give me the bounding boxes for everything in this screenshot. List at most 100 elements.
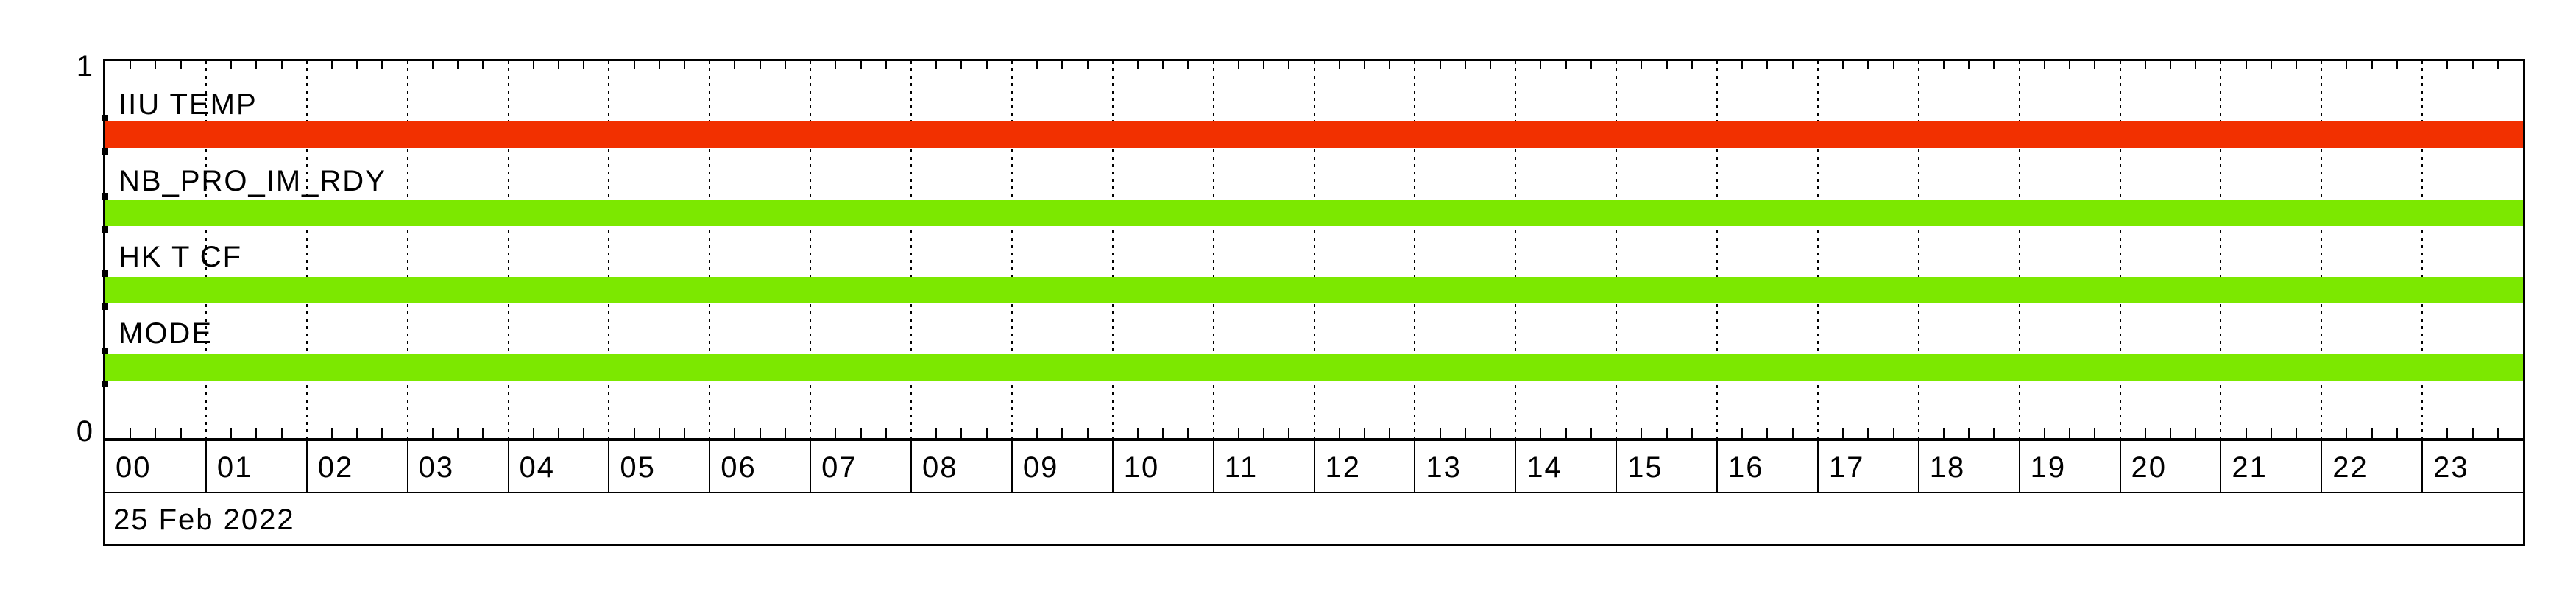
- quarter-tick-top: [2169, 61, 2171, 69]
- quarter-tick-top: [2446, 61, 2449, 69]
- quarter-tick-top: [356, 61, 358, 69]
- hour-cell: 19: [2018, 441, 2120, 492]
- quarter-tick-top: [1136, 61, 1139, 69]
- quarter-tick-bottom: [431, 428, 434, 438]
- quarter-tick-top: [986, 61, 988, 69]
- quarter-tick-bottom: [130, 428, 132, 438]
- date-box: 25 Feb 2022: [103, 493, 2525, 546]
- quarter-tick-top: [1288, 61, 1290, 69]
- hour-cell: 18: [1917, 441, 2019, 492]
- hour-label: 01: [216, 451, 253, 484]
- hour-label: 21: [2232, 451, 2268, 484]
- quarter-tick-bottom: [1389, 428, 1391, 438]
- hour-label: 07: [821, 451, 857, 484]
- quarter-tick-bottom: [1641, 428, 1643, 438]
- quarter-tick-top: [1439, 61, 1441, 69]
- quarter-tick-top: [1490, 61, 1492, 69]
- hour-cell: 20: [2119, 441, 2221, 492]
- quarter-tick-top: [583, 61, 585, 69]
- hour-cell: 00: [105, 441, 206, 492]
- quarter-tick-top: [1666, 61, 1668, 69]
- quarter-tick-bottom: [2446, 428, 2449, 438]
- status-bar: [105, 354, 2523, 381]
- hour-gridline: [2018, 61, 2020, 438]
- hour-cell: 07: [810, 441, 910, 492]
- quarter-tick-bottom: [280, 428, 283, 438]
- hour-label: 13: [1426, 451, 1462, 484]
- quarter-tick-bottom: [1086, 428, 1089, 438]
- quarter-tick-bottom: [1237, 428, 1239, 438]
- hour-gridline: [2421, 61, 2424, 438]
- quarter-tick-bottom: [457, 428, 459, 438]
- quarter-tick-bottom: [180, 428, 182, 438]
- quarter-tick-bottom: [2471, 428, 2474, 438]
- quarter-tick-bottom: [935, 428, 938, 438]
- hour-axis: 00 01 02 03 04 05 06 07 08 09 10 11 12 13 14 15 16 17 18 19…: [103, 439, 2525, 494]
- quarter-tick-bottom: [557, 428, 559, 438]
- quarter-tick-top: [935, 61, 938, 69]
- hour-label: 10: [1123, 451, 1160, 484]
- quarter-tick-bottom: [885, 428, 887, 438]
- quarter-tick-top: [1187, 61, 1189, 69]
- quarter-tick-bottom: [1439, 428, 1441, 438]
- quarter-tick-bottom: [960, 428, 963, 438]
- quarter-tick-top: [684, 61, 686, 69]
- hour-gridline: [507, 61, 509, 438]
- quarter-tick-bottom: [1036, 428, 1038, 438]
- hour-cell: 05: [608, 441, 709, 492]
- hour-cell: 10: [1111, 441, 1213, 492]
- quarter-tick-top: [1892, 61, 1894, 69]
- hour-label: 12: [1325, 451, 1361, 484]
- quarter-tick-bottom: [1363, 428, 1365, 438]
- hour-label: 11: [1224, 451, 1259, 484]
- quarter-tick-bottom: [2396, 428, 2398, 438]
- row-edge-tick: [102, 270, 108, 277]
- quarter-tick-top: [2094, 61, 2096, 69]
- quarter-tick-top: [2396, 61, 2398, 69]
- hour-cell: 04: [507, 441, 609, 492]
- hour-gridline: [1716, 61, 1718, 438]
- hour-gridline: [910, 61, 912, 438]
- row-edge-tick: [102, 381, 108, 387]
- quarter-tick-top: [2296, 61, 2298, 69]
- quarter-tick-bottom: [734, 428, 736, 438]
- quarter-tick-bottom: [482, 428, 484, 438]
- quarter-tick-top: [1540, 61, 1542, 69]
- hour-label: 08: [922, 451, 958, 484]
- hour-gridline: [2321, 61, 2323, 438]
- quarter-tick-bottom: [255, 428, 258, 438]
- quarter-tick-bottom: [1061, 428, 1064, 438]
- quarter-tick-top: [330, 61, 333, 69]
- quarter-tick-bottom: [684, 428, 686, 438]
- quarter-tick-bottom: [2296, 428, 2298, 438]
- hour-label: 06: [721, 451, 757, 484]
- quarter-tick-top: [557, 61, 559, 69]
- quarter-tick-bottom: [1464, 428, 1466, 438]
- quarter-tick-top: [1867, 61, 1869, 69]
- hour-cell: 16: [1716, 441, 1817, 492]
- hour-gridline: [1816, 61, 1819, 438]
- quarter-tick-top: [1464, 61, 1466, 69]
- quarter-tick-bottom: [1842, 428, 1844, 438]
- quarter-tick-bottom: [784, 428, 786, 438]
- hour-label: 20: [2131, 451, 2167, 484]
- quarter-tick-top: [1993, 61, 1995, 69]
- hour-cell: 02: [305, 441, 407, 492]
- quarter-tick-top: [1237, 61, 1239, 69]
- quarter-tick-top: [457, 61, 459, 69]
- quarter-tick-top: [885, 61, 887, 69]
- quarter-tick-top: [255, 61, 258, 69]
- hour-label: 19: [2030, 451, 2067, 484]
- row-label: HK T CF: [118, 241, 243, 273]
- row-label: IIU TEMP: [118, 88, 258, 121]
- status-bar: [105, 121, 2523, 148]
- hour-cell: 23: [2421, 441, 2522, 492]
- y-axis-label-bottom: 0: [76, 415, 93, 448]
- quarter-tick-top: [1086, 61, 1089, 69]
- hour-cell: 21: [2220, 441, 2321, 492]
- hour-gridline: [1313, 61, 1315, 438]
- hour-cell: 06: [709, 441, 810, 492]
- quarter-tick-top: [1338, 61, 1340, 69]
- quarter-tick-top: [2069, 61, 2071, 69]
- hour-cell: 11: [1212, 441, 1314, 492]
